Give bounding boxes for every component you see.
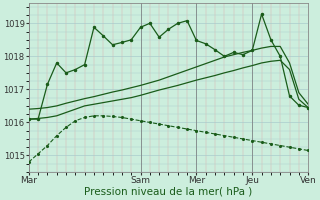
X-axis label: Pression niveau de la mer( hPa ): Pression niveau de la mer( hPa ) xyxy=(84,187,252,197)
